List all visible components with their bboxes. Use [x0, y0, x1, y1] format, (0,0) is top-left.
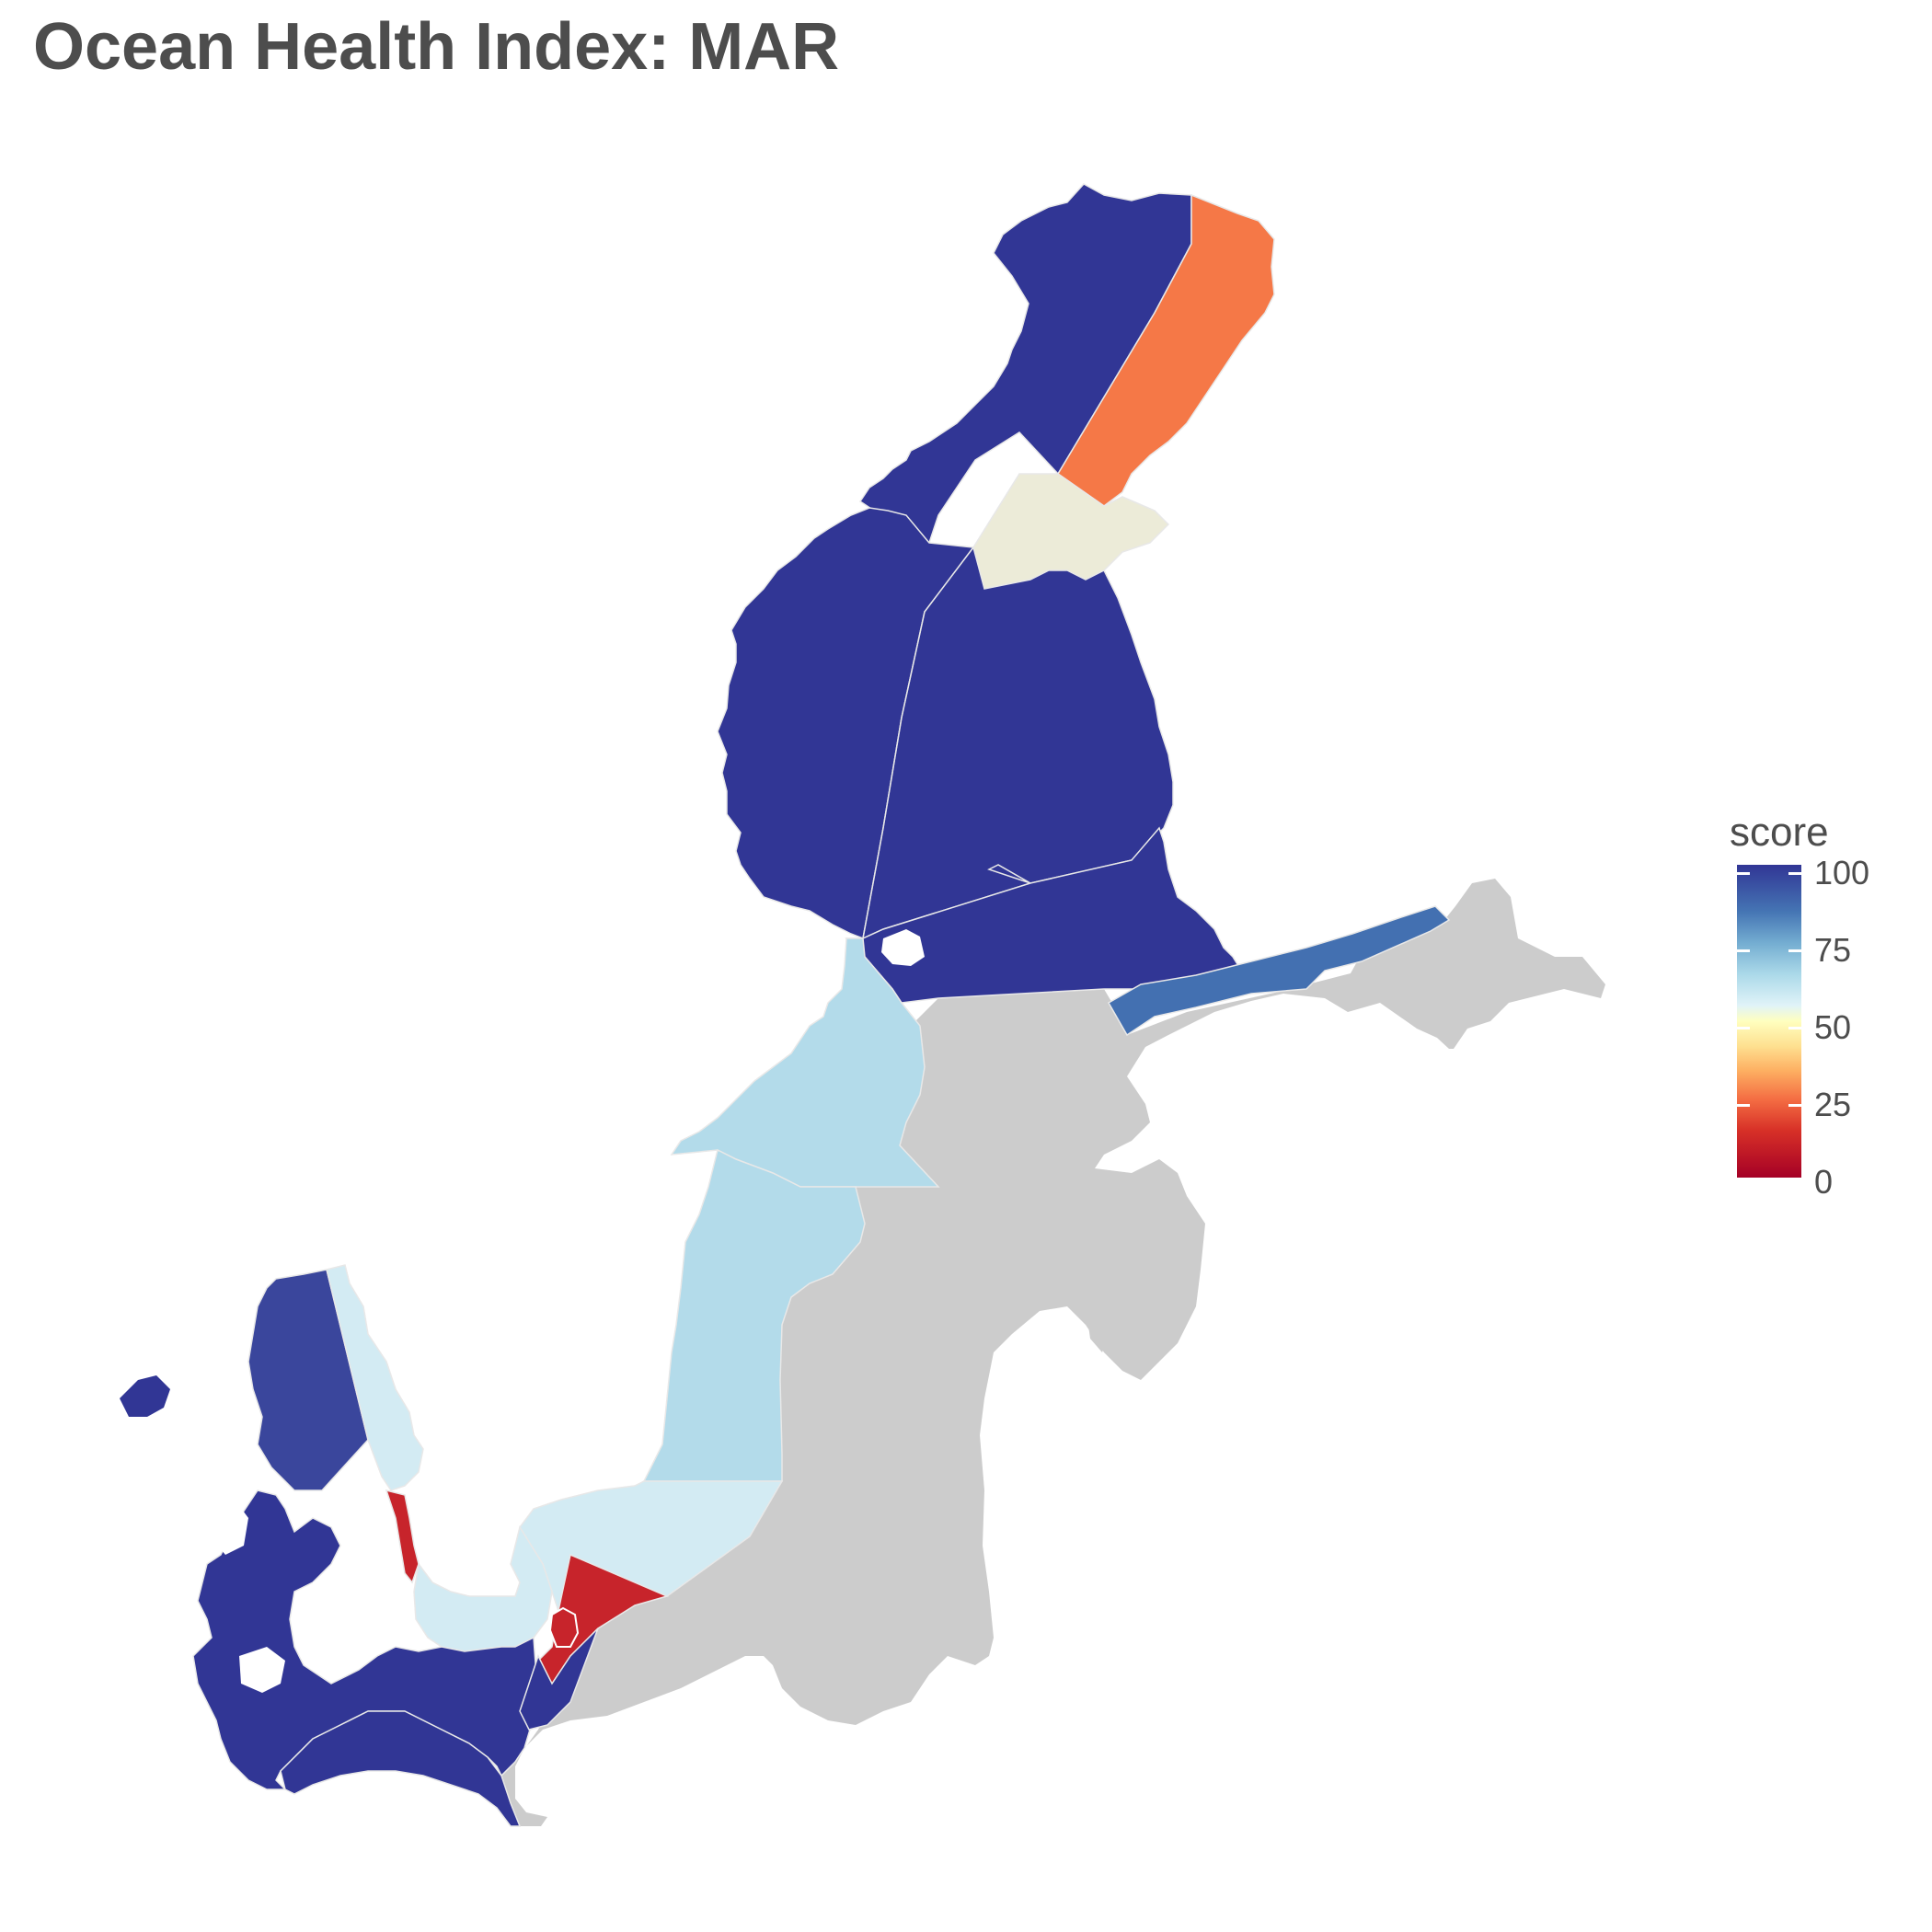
map-island-gotland	[1086, 1233, 1127, 1352]
legend-label-25: 25	[1814, 1086, 1852, 1123]
map-title: Ocean Health Index: MAR	[33, 10, 840, 84]
legend-label-100: 100	[1814, 854, 1870, 891]
map-region-bothnian-sea-west	[717, 507, 975, 940]
map-island-funen	[239, 1647, 285, 1693]
legend-title: score	[1730, 810, 1829, 855]
map-island-jutland-small	[120, 1375, 170, 1417]
map-region-western-gotland-basin	[642, 1148, 866, 1482]
map-island-aland	[881, 929, 925, 966]
map-region-the-sound-sweden	[385, 1489, 420, 1584]
map-region-arkona-basin-denmark	[519, 1627, 599, 1731]
legend-label-0: 0	[1814, 1163, 1834, 1201]
map-region-eastern-baltic-no-data	[501, 879, 1605, 1826]
legend-colorbar	[1737, 865, 1801, 1178]
map-region-gulf-finland-north	[1107, 905, 1451, 1037]
map-region-kiel-bay	[280, 1710, 522, 1827]
legend-label-75: 75	[1814, 931, 1852, 969]
map-island-zealand	[308, 1564, 377, 1665]
map-island-jutland-north	[210, 1500, 248, 1555]
map-border-aland-split	[997, 864, 1031, 884]
legend: score 100 75 50 25 0	[1730, 810, 1914, 1214]
map-region-kattegat-denmark	[247, 1269, 369, 1491]
map-border-bothnian-split	[862, 611, 926, 939]
legend-label-50: 50	[1814, 1008, 1852, 1046]
map-island-bornholm	[548, 1606, 580, 1648]
map-region-kattegat-sweden	[326, 1264, 424, 1491]
map-region-arkona-basin-sweden	[413, 1525, 553, 1652]
